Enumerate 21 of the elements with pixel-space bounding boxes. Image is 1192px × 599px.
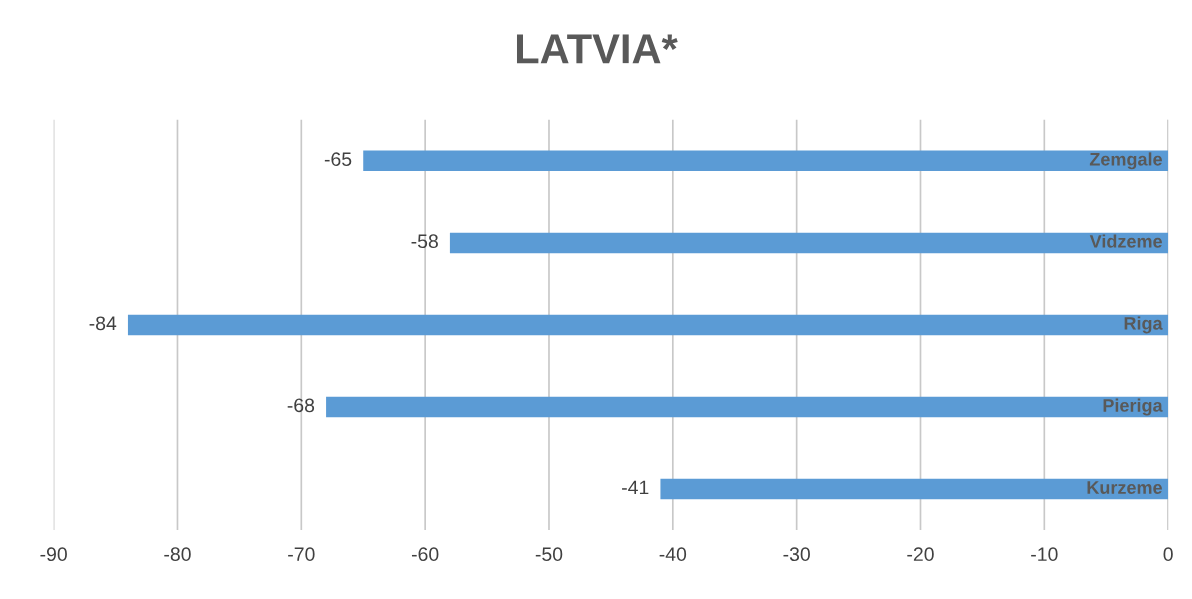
x-tick-label: -60 — [411, 547, 439, 562]
x-tick-label: -90 — [40, 547, 67, 562]
x-tick-label: -30 — [783, 547, 810, 562]
y-tick-label: Zemgale — [1089, 152, 1162, 170]
data-label: -65 — [324, 152, 352, 167]
x-tick-label: -80 — [164, 547, 191, 562]
y-tick-label: Kurzeme — [1087, 481, 1162, 494]
data-label: -84 — [89, 316, 117, 331]
y-tick-label: Vidzeme — [1089, 234, 1162, 248]
data-label: -58 — [411, 234, 438, 249]
x-tick-label: -20 — [907, 547, 934, 562]
x-tick-label: -10 — [1031, 547, 1058, 562]
chart-title: LATVIA* — [516, 34, 678, 64]
x-tick-label: -50 — [535, 547, 563, 562]
data-label: -41 — [622, 480, 649, 495]
x-tick-label: -70 — [288, 547, 315, 562]
data-label: -68 — [287, 398, 315, 413]
x-tick-label: 0 — [1163, 547, 1173, 562]
y-tick-label: Pieriga — [1103, 398, 1163, 416]
x-tick-label: -40 — [659, 547, 687, 562]
y-tick-label: Riga — [1124, 316, 1163, 334]
